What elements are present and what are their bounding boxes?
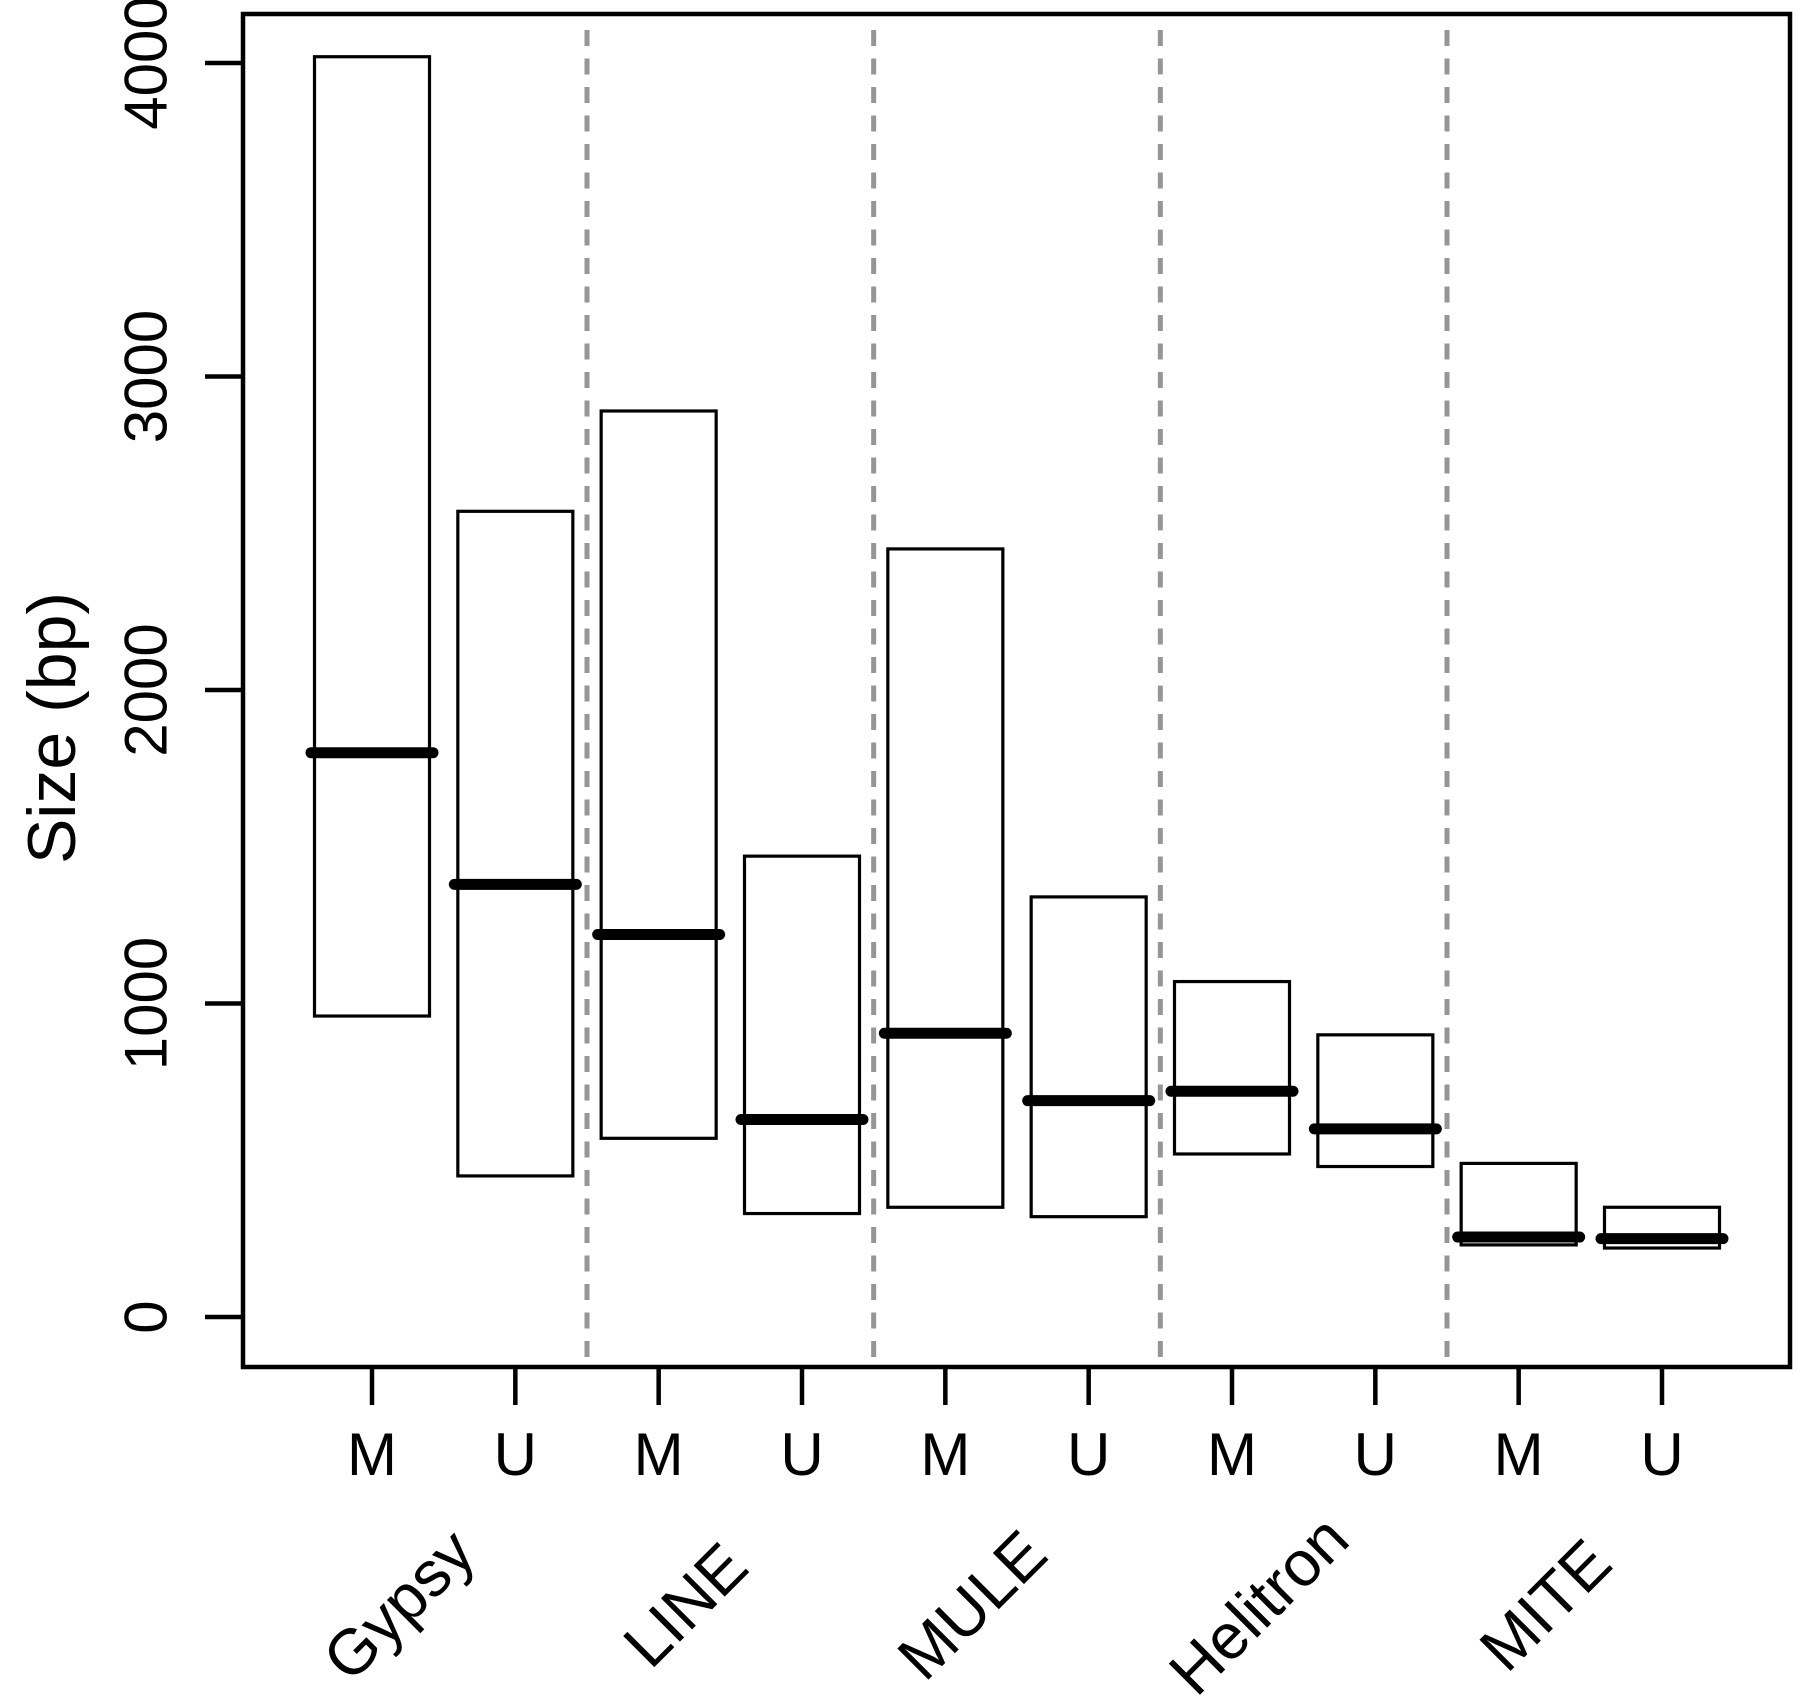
x-tick-label-U: U	[1354, 1421, 1397, 1488]
y-axis-title: Size (bp)	[14, 592, 90, 864]
x-tick-label-M: M	[1207, 1421, 1257, 1488]
box-Gypsy-U	[456, 509, 575, 1178]
group-label-MITE: MITE	[1466, 1525, 1625, 1684]
group-label-Gypsy: Gypsy	[309, 1515, 488, 1694]
box-MITE-U	[1602, 1205, 1722, 1250]
x-tick-label-M: M	[347, 1421, 397, 1488]
y-tick-label: 3000	[113, 310, 180, 443]
y-tick-label: 2000	[113, 623, 180, 756]
group-label-LINE: LINE	[610, 1529, 762, 1681]
box-MULE-M	[886, 547, 1005, 1209]
box-LINE-U	[742, 854, 862, 1216]
group-label-Helitron: Helitron	[1155, 1502, 1362, 1706]
x-tick-label-U: U	[1640, 1421, 1683, 1488]
box-MITE-M	[1459, 1161, 1578, 1247]
box-LINE-M	[599, 409, 718, 1140]
x-tick-label-M: M	[920, 1421, 970, 1488]
x-tick-label-U: U	[494, 1421, 537, 1488]
box-MULE-U	[1029, 895, 1148, 1219]
x-tick-label-U: U	[1067, 1421, 1110, 1488]
box-Helitron-U	[1316, 1033, 1435, 1169]
box-Helitron-M	[1172, 979, 1292, 1156]
x-tick-label-U: U	[780, 1421, 823, 1488]
box-Gypsy-M	[312, 55, 432, 1018]
y-tick-label: 4000	[113, 0, 180, 130]
x-tick-label-M: M	[1494, 1421, 1544, 1488]
y-tick-label: 1000	[113, 937, 180, 1070]
x-tick-label-M: M	[634, 1421, 684, 1488]
y-tick-label: 0	[113, 1300, 180, 1333]
group-label-MULE: MULE	[884, 1517, 1061, 1694]
